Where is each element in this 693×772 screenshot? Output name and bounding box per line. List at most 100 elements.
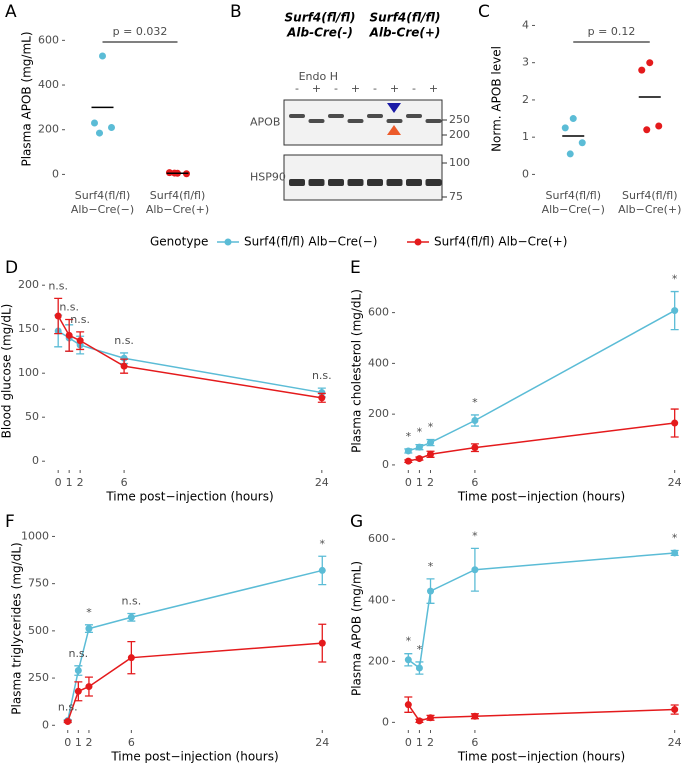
point — [471, 712, 479, 720]
point — [404, 447, 412, 455]
band — [289, 179, 305, 186]
point — [64, 718, 72, 726]
x-tick-label: 24 — [668, 476, 682, 489]
point — [471, 444, 479, 452]
y-tick-label: 750 — [28, 577, 49, 590]
significance-label: * — [428, 421, 434, 434]
panel-label: A — [5, 2, 17, 22]
x-tick-label: 1 — [75, 736, 82, 749]
significance-label: n.s. — [122, 594, 142, 607]
y-tick-label: 500 — [28, 624, 49, 637]
marker-label: 75 — [449, 190, 463, 203]
legend-dot — [224, 238, 232, 246]
series-line — [407, 552, 675, 670]
y-tick-label: 2 — [522, 93, 529, 106]
band — [425, 119, 442, 123]
lane-label: + — [312, 82, 321, 95]
x-tick-label: 6 — [471, 736, 478, 749]
point — [427, 450, 435, 458]
group-label: Surf4(fl/fl) — [370, 11, 441, 25]
point — [415, 717, 423, 725]
dot — [638, 66, 646, 74]
x-tick-label: 6 — [471, 476, 478, 489]
series-line — [67, 642, 323, 722]
series-line — [407, 704, 675, 722]
y-tick-label: 0 — [52, 167, 59, 180]
p-value: p = 0.032 — [113, 25, 168, 38]
y-tick-label: 200 — [368, 654, 389, 667]
y-tick-label: 200 — [38, 123, 59, 136]
y-tick-label: 600 — [38, 33, 59, 46]
point — [415, 664, 423, 672]
lane-label: - — [373, 82, 377, 95]
band — [308, 119, 325, 123]
dot — [99, 52, 106, 60]
significance-label: n.s. — [59, 301, 79, 314]
point — [471, 417, 479, 424]
lane-label: + — [390, 82, 399, 95]
y-tick-label: 1000 — [21, 529, 49, 542]
dot — [643, 126, 651, 134]
significance-label: * — [320, 537, 326, 550]
lane-label: + — [351, 82, 360, 95]
x-tick-label: Surf4(fl/fl) — [622, 189, 678, 202]
y-tick-label: 4 — [522, 18, 529, 31]
point — [76, 337, 84, 345]
significance-label: n.s. — [48, 279, 68, 292]
point — [404, 656, 412, 664]
x-tick-label: 0 — [55, 476, 62, 489]
point — [671, 419, 679, 427]
significance-label: n.s. — [312, 369, 332, 382]
band — [386, 119, 403, 123]
y-tick-label: 600 — [368, 532, 389, 545]
point — [127, 654, 135, 662]
band — [406, 114, 422, 118]
y-tick-label: 1 — [522, 130, 529, 143]
y-axis-title: Plasma triglycerides (mg/dL) — [10, 542, 24, 714]
point — [318, 566, 326, 574]
band — [347, 119, 364, 123]
y-tick-label: 250 — [28, 671, 49, 684]
y-tick-label: 50 — [25, 410, 39, 423]
point — [671, 706, 679, 714]
significance-label: * — [406, 430, 412, 443]
dot — [561, 124, 569, 132]
y-tick-label: 0 — [382, 715, 389, 728]
significance-label: * — [472, 529, 478, 542]
x-tick-label: Alb−Cre(+) — [618, 203, 681, 216]
x-tick-label: 2 — [427, 476, 434, 489]
x-tick-label: 6 — [121, 476, 128, 489]
x-tick-label: 24 — [315, 736, 329, 749]
y-axis-title: Plasma cholesterol (mg/dL) — [350, 289, 364, 453]
significance-label: n.s. — [58, 701, 78, 714]
y-tick-label: 600 — [368, 306, 389, 319]
x-tick-label: Alb−Cre(−) — [71, 203, 134, 216]
dot — [96, 129, 103, 137]
dot — [578, 139, 586, 147]
x-tick-label: Alb−Cre(+) — [146, 203, 209, 216]
y-tick-label: 100 — [18, 366, 39, 379]
y-tick-label: 3 — [522, 56, 529, 69]
significance-label: n.s. — [114, 334, 134, 347]
point — [471, 566, 479, 574]
marker-label: 200 — [449, 128, 470, 141]
y-axis-title: Norm. APOB level — [490, 46, 504, 152]
x-tick-label: 24 — [315, 476, 329, 489]
band — [328, 179, 344, 186]
series-line — [57, 330, 322, 394]
lane-label: - — [334, 82, 338, 95]
significance-label: * — [417, 643, 423, 656]
band — [425, 179, 442, 186]
point — [404, 457, 412, 465]
point — [318, 639, 326, 647]
x-tick-label: 0 — [405, 736, 412, 749]
series-line — [408, 422, 675, 462]
point — [415, 443, 423, 451]
point — [120, 354, 128, 362]
x-tick-label: 1 — [416, 736, 423, 749]
y-tick-label: 400 — [38, 78, 59, 91]
x-tick-label: 2 — [77, 476, 84, 489]
legend-dot — [414, 238, 422, 246]
significance-label: * — [672, 273, 678, 286]
